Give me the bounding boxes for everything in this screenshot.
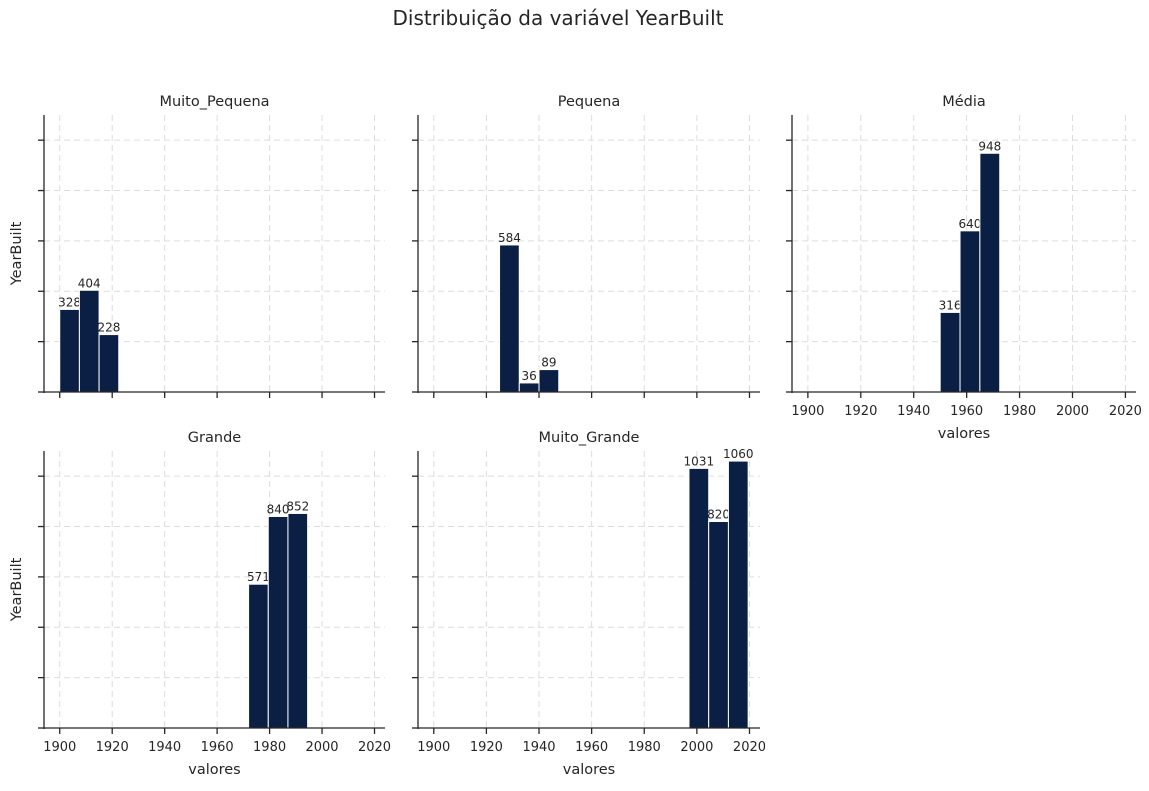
x-tick-label: 1980 — [1003, 404, 1036, 419]
x-tick-label: 1940 — [897, 404, 930, 419]
x-axis-label: valores — [563, 762, 616, 778]
x-axis-label: valores — [188, 762, 241, 778]
bar — [267, 515, 289, 729]
x-tick-label: 1900 — [417, 740, 450, 755]
x-tick-label: 2000 — [305, 740, 338, 755]
x-tick-label: 2020 — [1109, 404, 1142, 419]
grid — [44, 451, 385, 728]
bar — [287, 512, 309, 729]
x-axis-label: valores — [938, 426, 991, 442]
bar — [727, 460, 749, 729]
x-tick-label: 1920 — [96, 740, 129, 755]
bar-data-label: 1031 — [684, 454, 715, 468]
subplot-title: Muito_Grande — [539, 430, 640, 446]
x-tick-label: 1940 — [148, 740, 181, 755]
bar-data-label: 328 — [58, 295, 81, 309]
bar — [518, 382, 540, 393]
x-tick-label: 1960 — [201, 740, 234, 755]
x-tick-label: 1940 — [522, 740, 555, 755]
x-tick-label: 2000 — [680, 740, 713, 755]
x-tick-label: 1960 — [575, 740, 608, 755]
x-tick-label: 2020 — [733, 740, 766, 755]
x-tick-label: 1960 — [950, 404, 983, 419]
bar-data-label: 948 — [978, 139, 1001, 153]
subplot-title: Pequena — [558, 94, 621, 110]
subplot-pequena: 584 36 89 Pequena — [412, 94, 760, 398]
figure-title: Distribuição da variável YearBuilt — [393, 6, 724, 30]
bar — [688, 467, 710, 729]
bar-data-label: 640 — [959, 217, 982, 231]
subplot-title: Grande — [188, 430, 241, 446]
bar — [979, 152, 1001, 393]
subplot-muito-grande: 1031 820 1060 1900 1920 1940 1960 1980 2000 2020 M… — [412, 430, 766, 778]
bar-data-label: 571 — [247, 570, 270, 584]
bar — [59, 308, 80, 393]
bar — [708, 521, 729, 729]
grid — [418, 115, 760, 392]
bar — [959, 230, 981, 393]
bar — [499, 244, 520, 393]
x-tick-label: 1980 — [628, 740, 661, 755]
bar-data-label: 1060 — [723, 447, 754, 461]
x-tick-label: 1900 — [43, 740, 76, 755]
bar — [939, 311, 961, 393]
bar-data-label: 852 — [286, 499, 309, 513]
y-axis-label: YearBuilt — [9, 221, 25, 286]
bar-data-label: 584 — [498, 231, 521, 245]
subplot-muito-pequena: 328 404 228 Muito_Pequena YearBuilt — [9, 94, 385, 398]
bar — [538, 369, 560, 393]
bar-data-label: 89 — [541, 356, 556, 370]
bar-data-label: 228 — [97, 321, 120, 335]
subplot-title: Média — [942, 94, 986, 110]
x-tick-label: 1980 — [253, 740, 286, 755]
x-tick-label: 1920 — [470, 740, 503, 755]
y-axis-label: YearBuilt — [9, 557, 25, 622]
bar — [98, 334, 120, 393]
x-tick-label: 1900 — [791, 404, 824, 419]
bar-data-label: 36 — [522, 369, 537, 383]
subplot-média: 316 640 948 1900 1920 1940 1960 1980 2000 2020 Méd… — [786, 94, 1142, 442]
grid — [44, 115, 385, 392]
bar — [248, 583, 269, 729]
bar-data-label: 316 — [939, 298, 962, 312]
bar-data-label: 820 — [707, 508, 730, 522]
subplot-title: Muito_Pequena — [159, 94, 269, 110]
bar-data-label: 404 — [78, 276, 101, 290]
bar-data-label: 840 — [267, 502, 290, 516]
bar — [78, 289, 100, 393]
x-tick-label: 2000 — [1056, 404, 1089, 419]
x-tick-label: 2020 — [358, 740, 391, 755]
x-tick-label: 1920 — [844, 404, 877, 419]
